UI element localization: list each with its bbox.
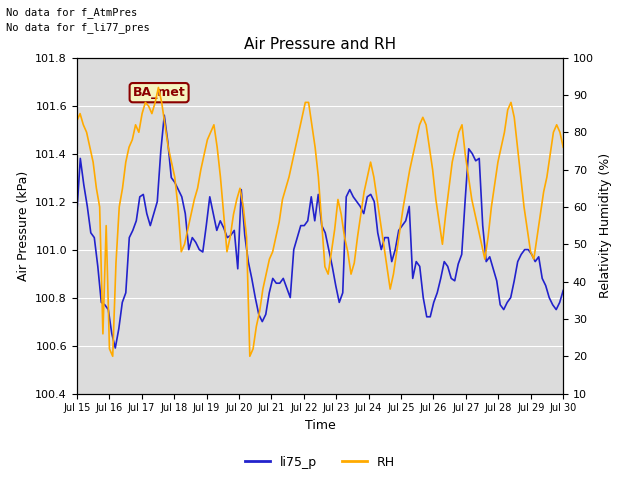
X-axis label: Time: Time [305,419,335,432]
Y-axis label: Air Pressure (kPa): Air Pressure (kPa) [17,170,30,281]
Text: BA_met: BA_met [132,86,186,99]
li75_p [101,302,109,308]
li75_p [111,345,119,351]
RH [155,84,163,90]
Title: Air Pressure and RH: Air Pressure and RH [244,37,396,52]
Line: li75_p: li75_p [77,115,563,348]
RH [239,204,247,210]
li75_p [559,288,567,293]
li75_p [161,112,168,118]
li75_p [283,285,291,291]
Line: RH: RH [77,87,563,356]
Text: No data for f_AtmPres: No data for f_AtmPres [6,7,138,18]
RH [416,122,424,128]
Legend: li75_p, RH: li75_p, RH [240,451,400,474]
li75_p [321,230,329,236]
RH [481,256,489,262]
RH [334,197,342,203]
RH [272,234,280,240]
Text: No data for f_li77_pres: No data for f_li77_pres [6,22,150,33]
RH [559,144,567,150]
Y-axis label: Relativity Humidity (%): Relativity Humidity (%) [600,153,612,298]
RH [73,118,81,124]
RH [354,234,362,240]
li75_p [125,235,133,240]
li75_p [168,175,175,180]
RH [109,353,116,359]
li75_p [90,235,98,240]
li75_p [73,211,81,216]
